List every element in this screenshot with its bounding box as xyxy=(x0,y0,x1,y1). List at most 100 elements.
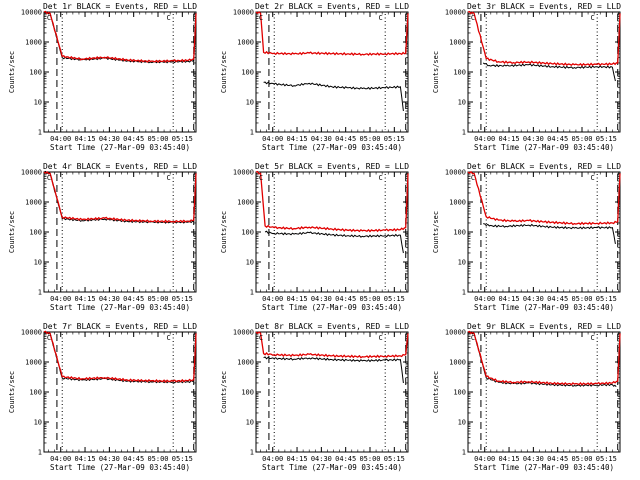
x-tick-label: 05:00 xyxy=(147,455,168,463)
series-line-events xyxy=(264,230,404,254)
y-tick-label: 10 xyxy=(246,419,254,427)
series-line-lld xyxy=(255,11,409,56)
y-tick-label: 10 xyxy=(246,259,254,267)
x-tick-label: 04:00 xyxy=(50,135,71,143)
c-marker: C xyxy=(47,174,51,182)
series-line-events xyxy=(43,331,197,384)
x-tick-label: 04:00 xyxy=(262,295,283,303)
plot-frame xyxy=(255,11,409,133)
x-tick-label: 04:45 xyxy=(123,135,144,143)
x-tick-label: 05:15 xyxy=(596,455,617,463)
x-tick-label: 04:30 xyxy=(311,295,332,303)
c-marker: C xyxy=(471,334,475,342)
y-axis-label: Counts/sec xyxy=(8,211,16,253)
x-tick-label: 04:45 xyxy=(335,455,356,463)
c-marker: C xyxy=(167,334,171,342)
x-tick-label: 04:30 xyxy=(311,455,332,463)
plot-frame xyxy=(467,171,621,293)
x-axis-label: Start Time (27-Mar-09 03:45:40) xyxy=(262,463,402,472)
x-tick-label: 05:00 xyxy=(147,295,168,303)
x-tick-label: 04:00 xyxy=(474,135,495,143)
x-axis-label: Start Time (27-Mar-09 03:45:40) xyxy=(262,143,402,152)
series-line-lld xyxy=(467,10,621,67)
y-tick-label: 100 xyxy=(29,69,42,77)
x-tick-label: 04:30 xyxy=(523,455,544,463)
y-tick-label: 10 xyxy=(246,99,254,107)
x-tick-label: 04:45 xyxy=(123,295,144,303)
plot-title: Det 7r BLACK = Events, RED = LLD xyxy=(43,322,197,331)
c-marker: C xyxy=(259,14,263,22)
y-tick-label: 100 xyxy=(29,389,42,397)
y-tick-label: 1000 xyxy=(449,39,466,47)
plot-panel-6: Det 6r BLACK = Events, RED = LLD 1 10 100 10… xyxy=(432,162,621,312)
y-axis-label: Counts/sec xyxy=(220,211,228,253)
y-tick-label: 100 xyxy=(453,69,466,77)
plot-title: Det 3r BLACK = Events, RED = LLD xyxy=(467,2,621,11)
y-axis-label: Counts/sec xyxy=(432,211,440,253)
x-tick-label: 04:45 xyxy=(547,135,568,143)
y-axis-label: Counts/sec xyxy=(8,371,16,413)
plot-panel-8: Det 8r BLACK = Events, RED = LLD 1 10 100 10… xyxy=(220,322,409,472)
y-tick-label: 1 xyxy=(462,449,466,457)
x-tick-label: 04:15 xyxy=(287,455,308,463)
x-tick-label: 05:15 xyxy=(596,295,617,303)
y-axis-label: Counts/sec xyxy=(432,371,440,413)
y-tick-label: 1000 xyxy=(25,359,42,367)
y-tick-label: 1 xyxy=(250,129,254,137)
x-tick-label: 04:15 xyxy=(499,455,520,463)
x-tick-label: 05:00 xyxy=(571,455,592,463)
y-tick-label: 1 xyxy=(462,289,466,297)
plot-title: Det 9r BLACK = Events, RED = LLD xyxy=(467,322,621,331)
series-line-lld xyxy=(43,330,197,383)
x-tick-label: 04:15 xyxy=(75,295,96,303)
x-tick-label: 04:45 xyxy=(335,295,356,303)
x-tick-label: 05:00 xyxy=(571,135,592,143)
series-line-events xyxy=(43,11,197,64)
c-marker: C xyxy=(167,14,171,22)
series-line-events xyxy=(263,356,404,384)
plot-frame xyxy=(467,331,621,453)
y-tick-label: 10000 xyxy=(445,9,466,17)
y-tick-label: 100 xyxy=(241,389,254,397)
x-tick-label: 04:45 xyxy=(547,455,568,463)
y-tick-label: 100 xyxy=(453,389,466,397)
x-tick-label: 04:15 xyxy=(287,135,308,143)
c-marker: C xyxy=(379,14,383,22)
x-axis-label: Start Time (27-Mar-09 03:45:40) xyxy=(262,303,402,312)
x-tick-label: 05:00 xyxy=(359,455,380,463)
series-line-events xyxy=(482,62,616,82)
y-tick-label: 10000 xyxy=(21,329,42,337)
x-tick-label: 04:00 xyxy=(474,295,495,303)
plot-panel-2: Det 2r BLACK = Events, RED = LLD 1 10 100 10… xyxy=(220,2,409,152)
y-axis-label: Counts/sec xyxy=(8,51,16,93)
y-tick-label: 1000 xyxy=(449,199,466,207)
x-tick-label: 04:15 xyxy=(287,295,308,303)
y-tick-label: 1000 xyxy=(25,199,42,207)
x-tick-label: 05:15 xyxy=(172,295,193,303)
plot-panel-4: Det 4r BLACK = Events, RED = LLD 1 10 100 10… xyxy=(8,162,197,312)
y-tick-label: 100 xyxy=(241,69,254,77)
plot-panel-9: Det 9r BLACK = Events, RED = LLD 1 10 100 10… xyxy=(432,322,621,472)
y-tick-label: 10 xyxy=(34,259,42,267)
x-tick-label: 04:15 xyxy=(499,135,520,143)
c-marker: C xyxy=(379,334,383,342)
c-marker: C xyxy=(471,174,475,182)
series-line-lld xyxy=(255,331,409,359)
y-tick-label: 1000 xyxy=(237,39,254,47)
x-tick-label: 05:00 xyxy=(359,295,380,303)
x-tick-label: 04:00 xyxy=(50,295,71,303)
c-marker: C xyxy=(591,334,595,342)
x-axis-label: Start Time (27-Mar-09 03:45:40) xyxy=(474,143,614,152)
x-tick-label: 05:15 xyxy=(384,135,405,143)
series-line-lld xyxy=(255,170,409,233)
y-tick-label: 1 xyxy=(38,449,42,457)
x-tick-label: 05:15 xyxy=(172,455,193,463)
x-tick-label: 04:30 xyxy=(523,295,544,303)
y-tick-label: 10000 xyxy=(233,329,254,337)
x-tick-label: 04:00 xyxy=(50,455,71,463)
c-marker: C xyxy=(591,174,595,182)
series-line-events xyxy=(43,170,197,224)
series-line-events xyxy=(263,81,404,112)
y-tick-label: 1 xyxy=(250,289,254,297)
x-tick-label: 04:45 xyxy=(123,455,144,463)
